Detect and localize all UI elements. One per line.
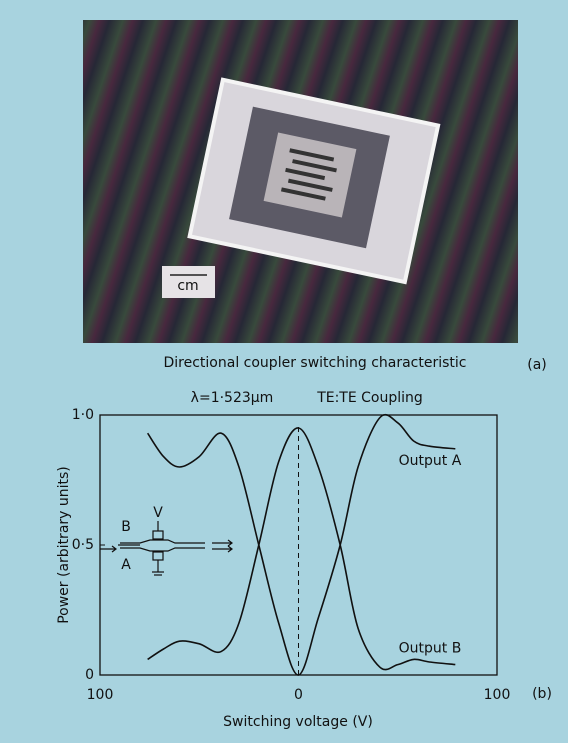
annotation: B — [121, 519, 131, 535]
x-tick-label: 0 — [294, 687, 303, 703]
panel-label: (a) — [527, 357, 547, 373]
caption: Directional coupler switching characteri… — [164, 355, 467, 371]
series-label: Output B — [399, 641, 462, 657]
panel-label: (b) — [532, 686, 552, 702]
page: cm Directional coupler switching charact… — [0, 0, 568, 743]
y-tick-label: 0·5 — [72, 537, 94, 553]
annotation: V — [153, 505, 163, 521]
x-axis-label: Switching voltage (V) — [223, 714, 373, 730]
x-tick-label: 100 — [484, 687, 511, 703]
annotation: A — [121, 557, 131, 573]
x-tick-label: 100 — [87, 687, 114, 703]
y-axis-label: Power (arbitrary units) — [56, 466, 72, 624]
chart-subtitle: TE:TE Coupling — [316, 390, 423, 406]
chart-title: λ=1·523μm — [191, 390, 274, 406]
scale-label: cm — [177, 278, 198, 294]
series-label: Output A — [399, 453, 462, 469]
y-tick-label: 1·0 — [72, 407, 94, 423]
photo: cm — [83, 20, 518, 343]
y-tick-label: 0 — [85, 667, 94, 683]
